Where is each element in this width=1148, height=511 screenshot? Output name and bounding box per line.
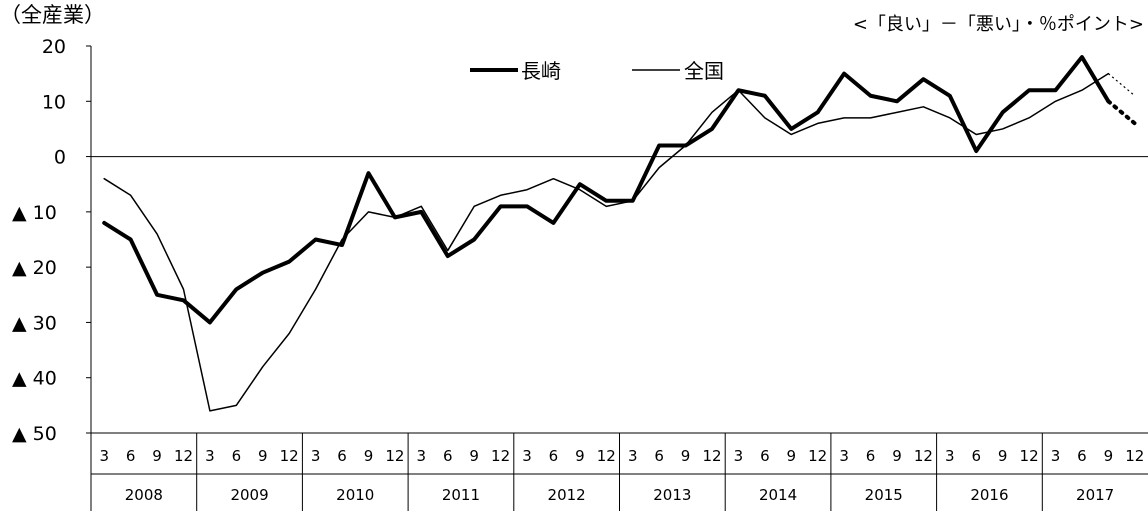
series-forecast-line-0	[1108, 101, 1134, 123]
x-tick-label-month: 6	[549, 447, 559, 465]
x-tick-label-month: 12	[914, 447, 933, 465]
x-tick-label-year: 2015	[865, 486, 903, 504]
x-tick-label-month: 12	[1020, 447, 1039, 465]
x-tick-label-month: 3	[839, 447, 849, 465]
x-tick-label-month: 9	[786, 447, 796, 465]
y-tick-label: 10	[42, 91, 66, 113]
x-tick-label-month: 12	[702, 447, 721, 465]
y-tick-label: ▲ 40	[12, 368, 57, 390]
x-tick-label-month: 3	[628, 447, 638, 465]
x-tick-label-month: 9	[575, 447, 585, 465]
series-layer	[104, 57, 1135, 411]
x-tick-label-month: 12	[491, 447, 510, 465]
x-tick-label-month: 6	[866, 447, 876, 465]
x-tick-label-month: 9	[469, 447, 479, 465]
x-tick-label-month: 6	[760, 447, 770, 465]
x-tick-label-month: 6	[1077, 447, 1087, 465]
unit-note: <「良い」－「悪い」・％ポイント>	[853, 14, 1144, 35]
panel-label: （全産業）	[0, 3, 105, 27]
legend: 長崎 全国	[470, 59, 724, 83]
x-tick-label-month: 6	[232, 447, 242, 465]
legend-label-zenkoku: 全国	[684, 59, 724, 83]
series-line-0	[104, 57, 1108, 322]
x-tick-label-month: 9	[892, 447, 902, 465]
x-tick-label-year: 2011	[442, 486, 480, 504]
x-tick-label-year: 2017	[1076, 486, 1114, 504]
x-tick-label-month: 12	[280, 447, 299, 465]
x-tick-label-month: 9	[364, 447, 374, 465]
x-tick-label-year: 2008	[125, 486, 163, 504]
x-tick-label-month: 3	[205, 447, 215, 465]
x-tick-label-month: 9	[1104, 447, 1114, 465]
series-forecast-line-1	[1108, 74, 1134, 96]
x-tick-label-month: 3	[99, 447, 109, 465]
y-tick-label: 0	[54, 147, 66, 169]
x-axis: 3 6 9 12 3 6 9 12 3 6 9 12 3 6 9 12 3 6 9 12 3 6 9 12 3 6 9 12 3 6 9 12…	[91, 433, 1148, 511]
x-tick-label-month: 3	[522, 447, 532, 465]
y-tick-label: ▲ 50	[12, 423, 57, 445]
x-tick-label-year: 2016	[970, 486, 1008, 504]
x-tick-label-year: 2012	[548, 486, 586, 504]
y-tick-label: ▲ 20	[12, 257, 57, 279]
x-tick-label-month: 6	[126, 447, 136, 465]
x-tick-label-month: 6	[443, 447, 453, 465]
legend-label-nagasaki: 長崎	[521, 59, 561, 83]
x-tick-label-month: 12	[174, 447, 193, 465]
x-tick-label-month: 9	[681, 447, 691, 465]
x-tick-label-month: 6	[337, 447, 347, 465]
x-tick-label-month: 6	[654, 447, 664, 465]
x-tick-label-year: 2009	[230, 486, 268, 504]
x-tick-label-month: 3	[1051, 447, 1061, 465]
x-tick-label-month: 12	[808, 447, 827, 465]
y-tick-label: ▲ 10	[12, 202, 57, 224]
x-tick-label-month: 6	[971, 447, 981, 465]
x-tick-label-year: 2014	[759, 486, 797, 504]
x-tick-label-month: 12	[385, 447, 404, 465]
x-tick-label-month: 12	[1125, 447, 1144, 465]
y-tick-label: ▲ 30	[12, 312, 57, 334]
x-tick-label-month: 12	[597, 447, 616, 465]
x-tick-label-month: 9	[258, 447, 268, 465]
x-tick-label-month: 9	[152, 447, 162, 465]
x-tick-label-month: 9	[998, 447, 1008, 465]
x-tick-label-month: 3	[311, 447, 321, 465]
series-line-1	[104, 74, 1108, 411]
x-tick-label-month: 3	[734, 447, 744, 465]
x-tick-label-year: 2010	[336, 486, 374, 504]
y-tick-label: 20	[42, 36, 66, 58]
x-tick-label-month: 3	[417, 447, 427, 465]
x-tick-label-month: 3	[945, 447, 955, 465]
x-tick-label-year: 2013	[653, 486, 691, 504]
